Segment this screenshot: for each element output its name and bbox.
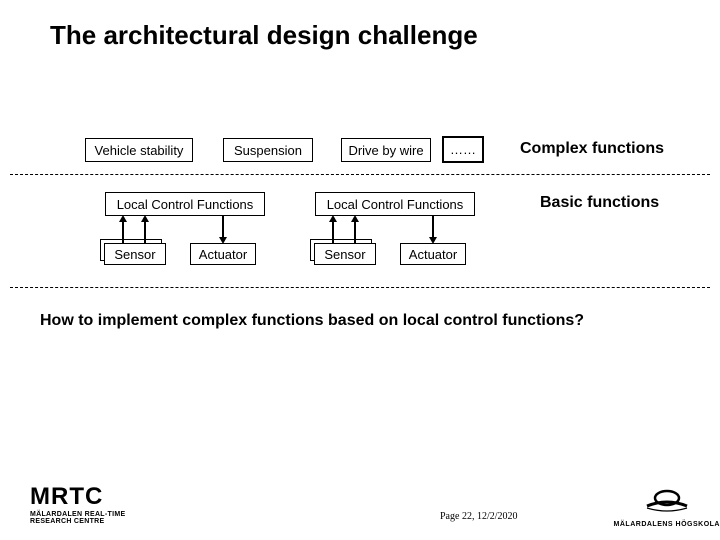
box-more: ……	[442, 136, 484, 163]
box-sensor-left: Sensor	[104, 243, 166, 265]
box-lcf-right: Local Control Functions	[315, 192, 475, 216]
mrtc-logo-sub2: RESEARCH CENTRE	[30, 518, 125, 525]
box-suspension: Suspension	[223, 138, 313, 162]
box-sensor-right: Sensor	[314, 243, 376, 265]
mrtc-logo-name: MRTC	[30, 483, 125, 511]
mdh-logo-text: MÄLARDALENS HÖGSKOLA	[614, 521, 720, 528]
divider-1	[10, 174, 710, 175]
box-vehicle-stability: Vehicle stability	[85, 138, 193, 162]
question-text: How to implement complex functions based…	[40, 312, 584, 330]
mrtc-logo: MRTC MÄLARDALEN REAL-TIME RESEARCH CENTR…	[30, 483, 125, 525]
box-actuator-right: Actuator	[400, 243, 466, 265]
mdh-logo-icon	[617, 488, 717, 516]
divider-2	[10, 287, 710, 288]
page-title: The architectural design challenge	[50, 20, 478, 51]
label-complex-functions: Complex functions	[520, 140, 664, 158]
footer-page-info: Page 22, 12/2/2020	[440, 511, 518, 522]
box-lcf-left: Local Control Functions	[105, 192, 265, 216]
mrtc-logo-sub1: MÄLARDALEN REAL-TIME	[30, 511, 125, 518]
box-actuator-left: Actuator	[190, 243, 256, 265]
label-basic-functions: Basic functions	[540, 194, 659, 212]
mdh-logo: MÄLARDALENS HÖGSKOLA	[614, 488, 720, 528]
box-drive-by-wire: Drive by wire	[341, 138, 431, 162]
